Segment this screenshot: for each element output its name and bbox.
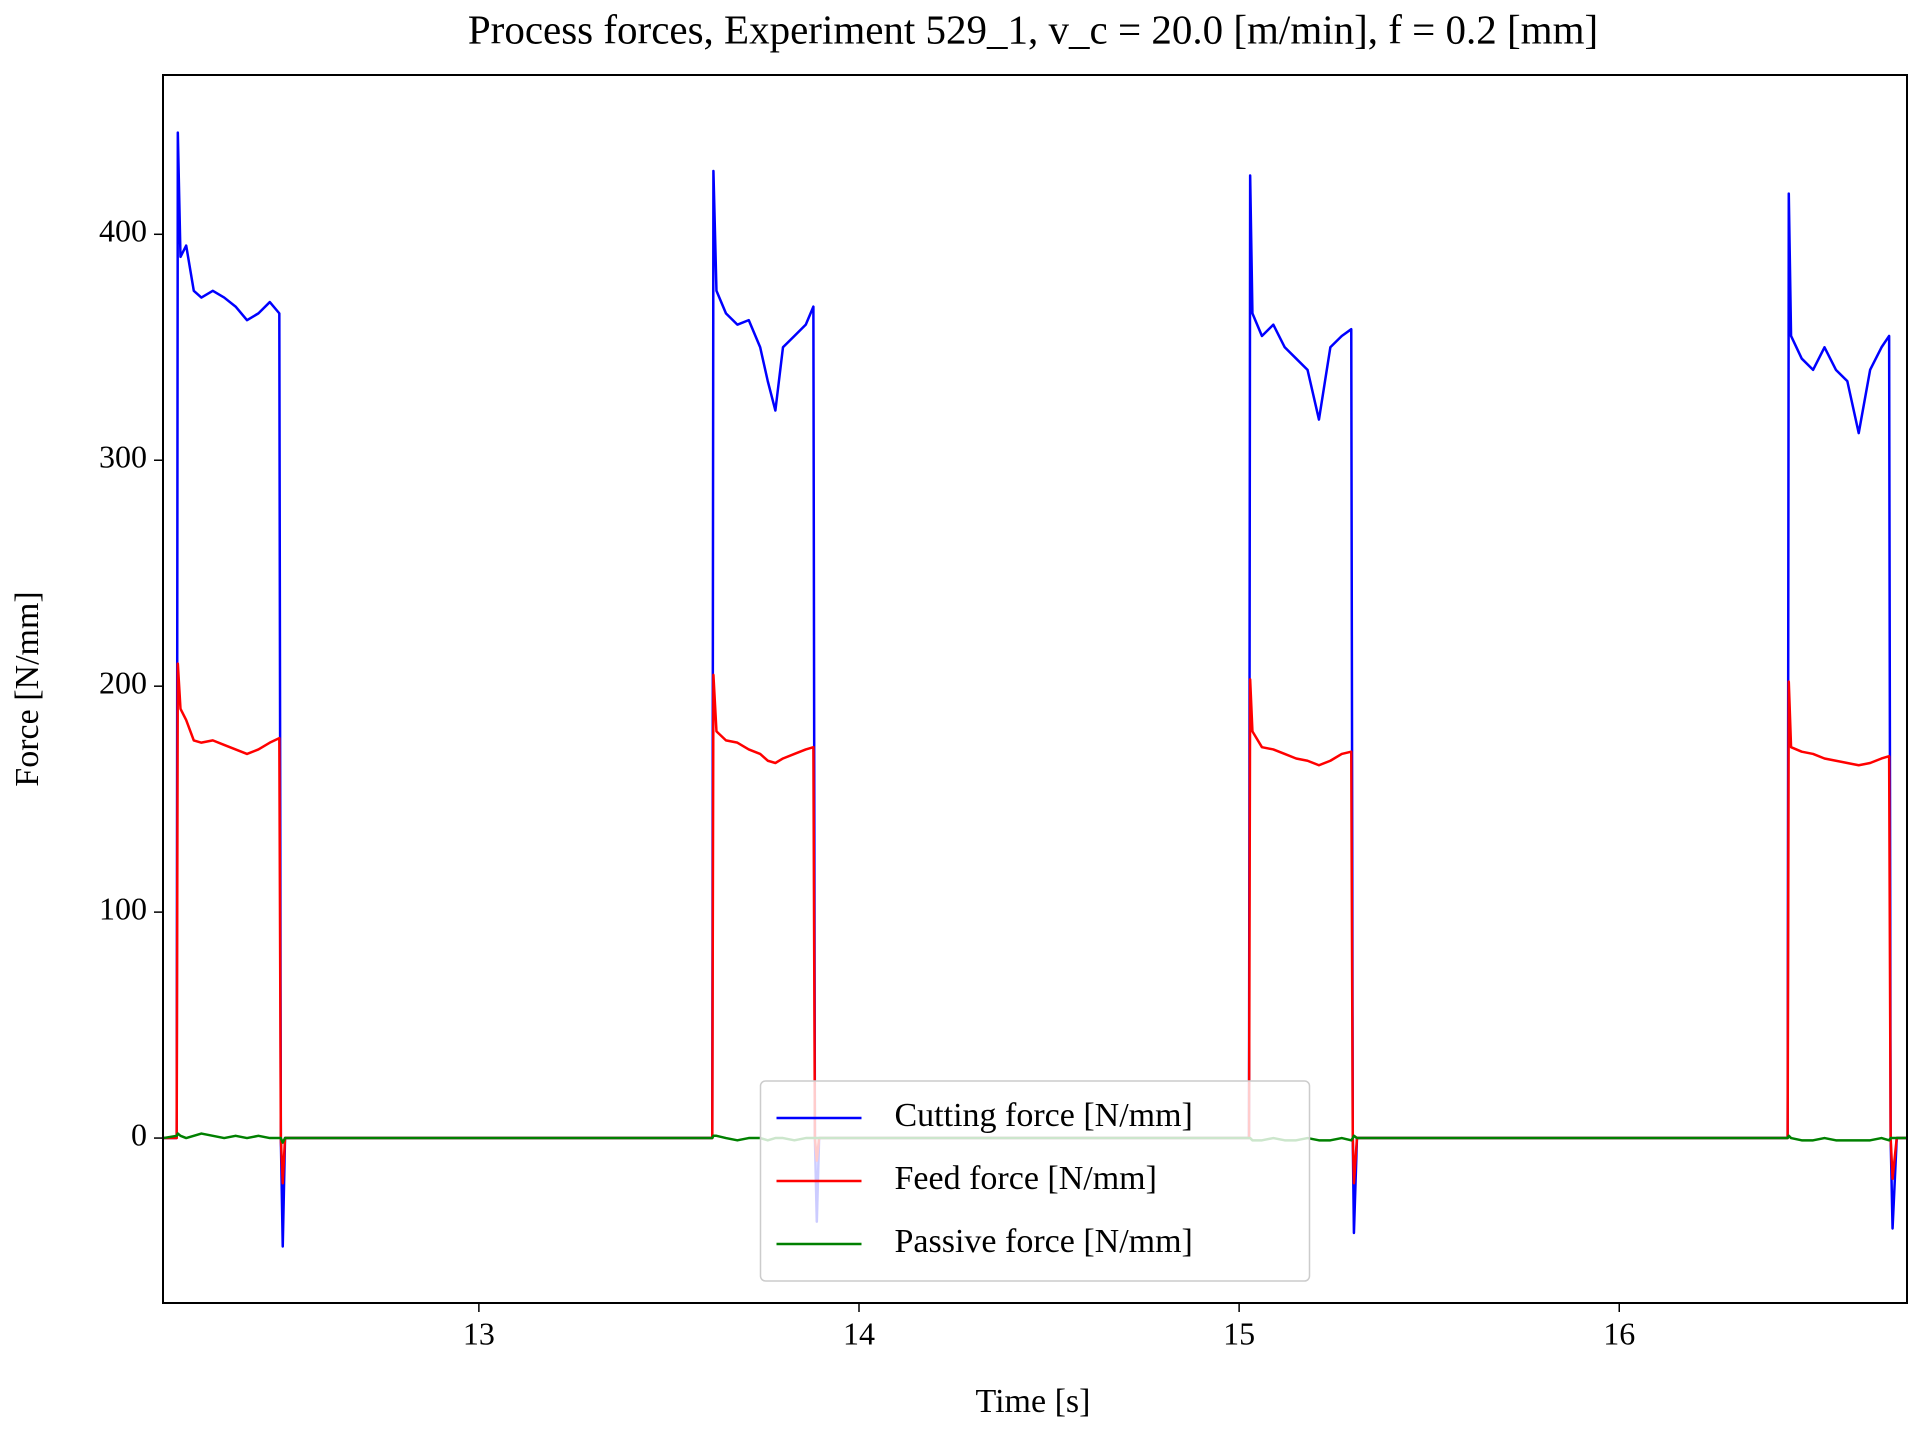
legend-box	[759, 1080, 1311, 1282]
y-tick-label: 400	[99, 213, 147, 249]
x-tick-label: 16	[1603, 1315, 1635, 1351]
legend-label: Passive force [N/mm]	[895, 1223, 1193, 1260]
y-tick-label: 100	[99, 890, 147, 926]
x-tick-label: 14	[843, 1315, 875, 1351]
y-tick-label: 200	[99, 665, 147, 701]
x-tick-label: 15	[1223, 1315, 1255, 1351]
legend-label: Feed force [N/mm]	[895, 1160, 1157, 1197]
y-tick-label: 0	[131, 1116, 147, 1152]
legend-label: Cutting force [N/mm]	[895, 1097, 1193, 1134]
plot-frame	[162, 74, 1908, 1304]
chart-title: Process forces, Experiment 529_1, v_c = …	[468, 6, 1598, 52]
y-tick-label: 300	[99, 439, 147, 475]
y-axis-label: Force [N/mm]	[9, 591, 46, 786]
series-line	[163, 131, 1907, 1248]
x-axis-label: Time [s]	[976, 1383, 1091, 1420]
x-tick-label: 13	[463, 1315, 495, 1351]
